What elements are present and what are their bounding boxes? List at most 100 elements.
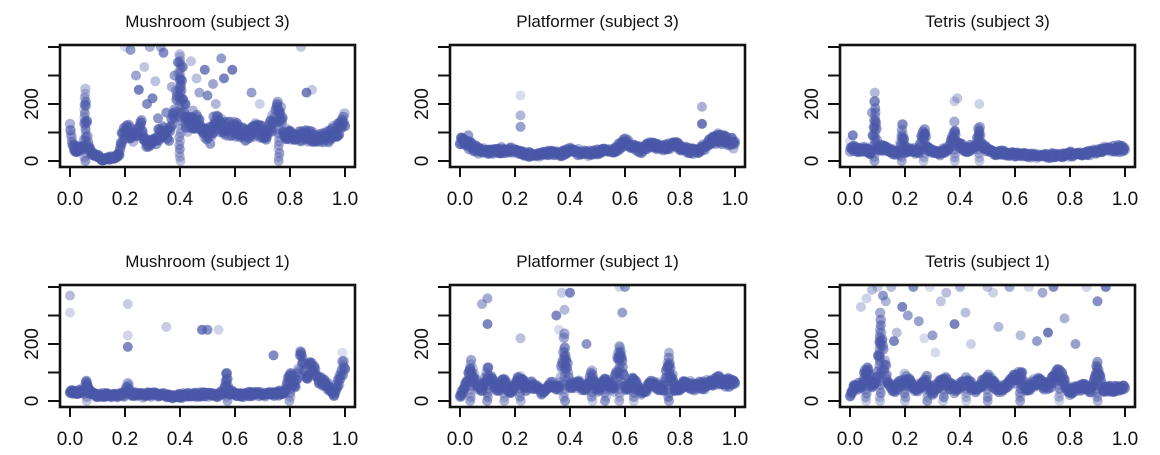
data-point (974, 156, 985, 166)
outlier-point (463, 130, 474, 141)
outlier-point (337, 347, 348, 358)
data-point (973, 137, 984, 147)
data-point (918, 156, 929, 166)
outlier-point (202, 324, 213, 335)
outlier-point (952, 93, 963, 104)
panel-4: Mushroom (subject 1) 0 200 0.0 0.2 0.4 0.6 0.8 1… (22, 252, 358, 450)
data-point (586, 387, 597, 398)
data-point (973, 129, 984, 140)
outlier-point (150, 76, 161, 87)
plot-frame (58, 43, 357, 169)
outlier-point (889, 336, 899, 347)
outlier-point (227, 64, 238, 75)
outlier-point (161, 107, 172, 118)
data-point (961, 392, 972, 402)
x-tick-label: 0.2 (892, 429, 918, 450)
outlier-point (993, 321, 1004, 332)
data-point (175, 127, 186, 138)
outlier-point (988, 287, 998, 298)
data-point (499, 392, 510, 402)
data-point (900, 380, 911, 391)
outlier-point (482, 293, 493, 304)
data-point (983, 388, 993, 399)
data-point (876, 364, 886, 375)
x-tick-label: 0.6 (222, 429, 248, 450)
data-point (465, 392, 476, 403)
plot-frame (448, 43, 747, 169)
data-point (80, 124, 91, 135)
x-tick-label: 0.6 (612, 429, 638, 450)
data-point (338, 111, 349, 123)
x-tick-label: 0.8 (667, 429, 693, 450)
outlier-point (515, 90, 526, 101)
x-tick-label: 0.6 (612, 189, 638, 210)
x-tick-label: 0.8 (277, 429, 303, 450)
outlier-point (949, 96, 960, 107)
plot-frame (448, 283, 747, 409)
data-point (869, 151, 880, 162)
y-tick-label: 0 (802, 396, 823, 407)
data-point (467, 363, 478, 374)
x-tick-label: 0.0 (57, 429, 83, 450)
data-point (974, 152, 985, 163)
outlier-point (913, 316, 924, 327)
plot-frame (838, 43, 1137, 169)
outlier-point (880, 296, 891, 307)
data-point (465, 396, 476, 406)
data-point (175, 115, 186, 126)
data-point (559, 343, 570, 354)
data-point (1118, 143, 1130, 154)
data-point (875, 396, 886, 406)
data-point (614, 363, 625, 374)
outlier-point (697, 101, 707, 112)
data-point (465, 388, 476, 399)
panel-6: Tetris (subject 1) 0 200 0.0 0.2 0.4 0.6 0.8 1.0 (802, 252, 1138, 450)
data-point (174, 49, 185, 60)
outlier-point (166, 81, 177, 92)
y-tick-label: 200 (802, 88, 823, 120)
data-point (875, 352, 885, 363)
outlier-point (886, 285, 897, 292)
data-point (174, 144, 185, 154)
data-point (1092, 396, 1103, 406)
data-point (869, 147, 880, 158)
outlier-point (867, 107, 877, 118)
data-point (465, 365, 476, 376)
points-layer (844, 285, 1131, 406)
data-point (664, 388, 675, 398)
outlier-point (296, 45, 306, 52)
outlier-point (620, 285, 630, 292)
data-point (922, 388, 933, 398)
data-point (663, 376, 674, 387)
outlier-point (254, 99, 265, 109)
data-point (614, 387, 625, 398)
data-point (869, 139, 880, 150)
data-point (973, 144, 984, 155)
data-point (80, 83, 91, 95)
x-tick-label: 0.2 (502, 429, 528, 450)
data-point (515, 383, 526, 394)
data-point (559, 351, 570, 362)
panel-5: Platformer (subject 1) 0 200 0.0 0.2 0.4 0.6 0.… (412, 252, 748, 450)
data-point (981, 377, 992, 387)
data-point (482, 371, 493, 382)
data-point (560, 396, 571, 406)
data-point (1092, 367, 1103, 378)
data-point (499, 384, 510, 394)
y-tick-label: 0 (802, 156, 823, 167)
data-point (920, 131, 931, 143)
data-point (869, 123, 880, 134)
outlier-point (1032, 336, 1042, 347)
data-point (222, 383, 233, 394)
outlier-point (482, 319, 493, 330)
data-point (897, 119, 908, 130)
outlier-point (131, 70, 141, 81)
outlier-point (202, 90, 213, 101)
outlier-point (180, 99, 191, 109)
data-point (982, 396, 993, 406)
outlier-point (966, 339, 976, 349)
x-tick-label: 0.8 (277, 189, 303, 210)
x-tick-label: 0.6 (222, 189, 248, 210)
outlier-point (199, 64, 210, 75)
